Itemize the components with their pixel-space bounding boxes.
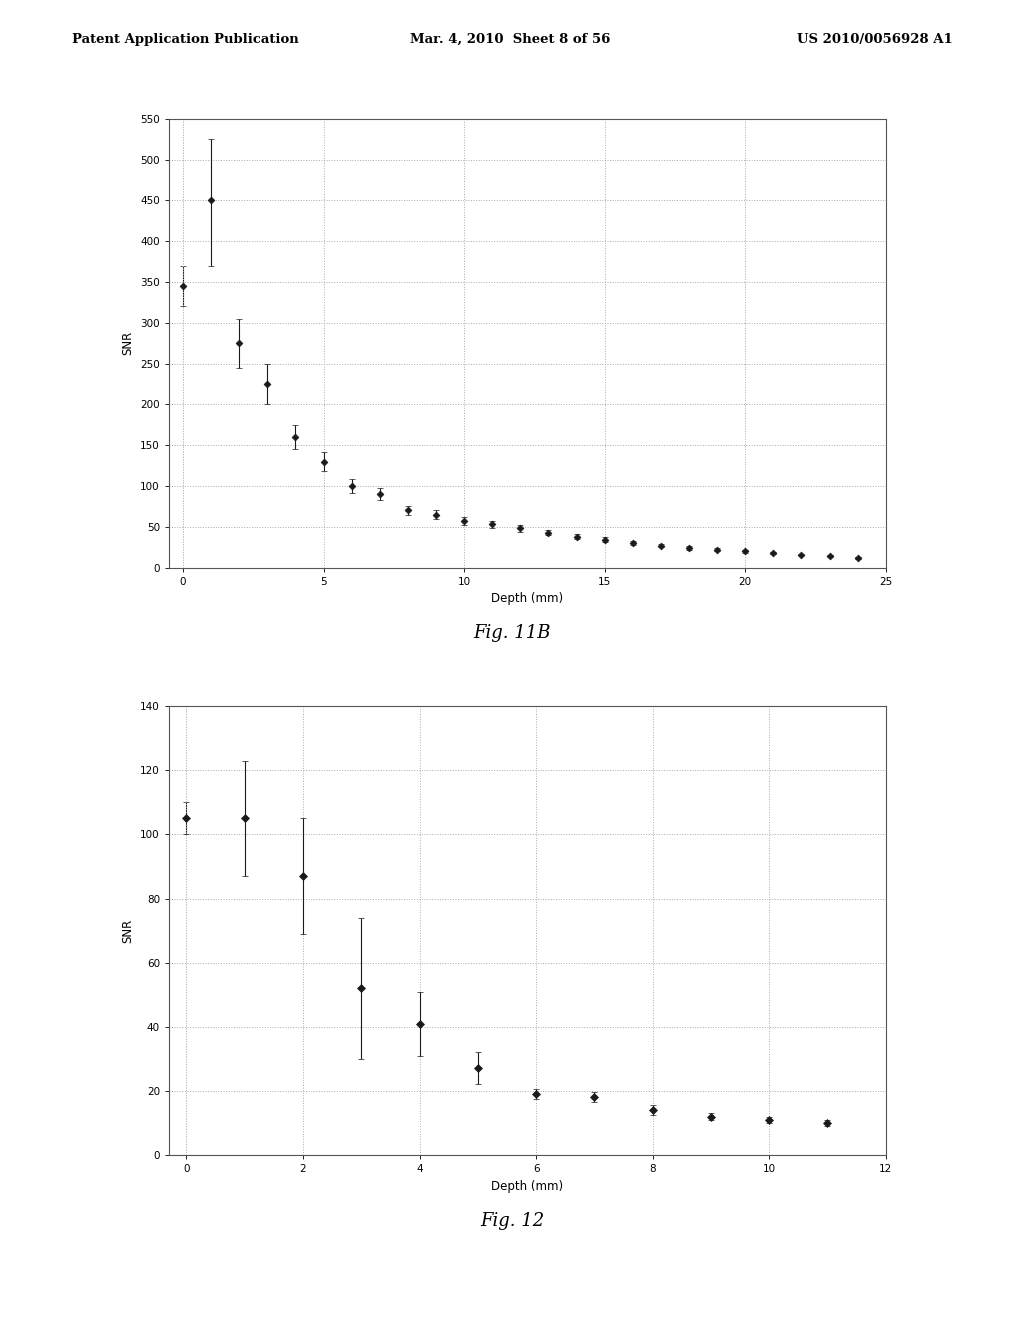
X-axis label: Depth (mm): Depth (mm) (492, 1180, 563, 1192)
Text: Patent Application Publication: Patent Application Publication (72, 33, 298, 46)
Text: Fig. 12: Fig. 12 (480, 1212, 544, 1230)
Y-axis label: SNR: SNR (122, 919, 134, 942)
Text: Mar. 4, 2010  Sheet 8 of 56: Mar. 4, 2010 Sheet 8 of 56 (410, 33, 610, 46)
Y-axis label: SNR: SNR (122, 331, 134, 355)
Text: Fig. 11B: Fig. 11B (473, 624, 551, 643)
Text: US 2010/0056928 A1: US 2010/0056928 A1 (797, 33, 952, 46)
X-axis label: Depth (mm): Depth (mm) (492, 593, 563, 605)
